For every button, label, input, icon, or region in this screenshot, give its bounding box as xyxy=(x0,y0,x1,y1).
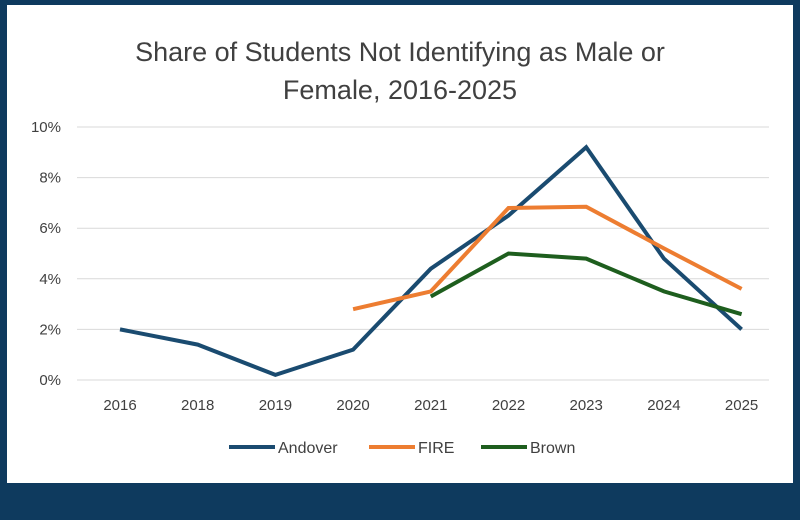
chart-title: Share of Students Not Identifying as Mal… xyxy=(7,33,793,109)
x-tick-label: 2020 xyxy=(336,397,369,414)
legend-label-brown: Brown xyxy=(530,440,575,457)
y-tick-label: 6% xyxy=(39,220,61,237)
y-tick-label: 8% xyxy=(39,170,61,187)
y-tick-label: 2% xyxy=(39,321,61,338)
series-line-brown xyxy=(429,251,743,317)
y-tick-label: 10% xyxy=(31,119,61,136)
chart-title-line-1: Share of Students Not Identifying as Mal… xyxy=(135,37,665,67)
x-tick-label: 2024 xyxy=(647,397,680,414)
legend-label-andover: Andover xyxy=(278,440,338,457)
series-line-andover xyxy=(119,144,743,378)
x-tick-label: 2025 xyxy=(725,397,758,414)
x-tick-label: 2019 xyxy=(259,397,292,414)
x-tick-label: 2018 xyxy=(181,397,214,414)
x-tick-label: 2021 xyxy=(414,397,447,414)
line-chart: 0% 2% 4% 6% 8% 10% 2016 2018 2019 2020 2021 2022 202… xyxy=(31,119,769,457)
legend-label-fire: FIRE xyxy=(418,440,454,457)
series-line-fire xyxy=(352,204,743,312)
x-tick-label: 2016 xyxy=(103,397,136,414)
chart-title-line-2: Female, 2016-2025 xyxy=(282,75,518,105)
chart-panel: Share of Students Not Identifying as Mal… xyxy=(7,5,793,483)
x-tick-label: 2023 xyxy=(570,397,603,414)
y-tick-label: 0% xyxy=(39,372,61,389)
x-tick-label: 2022 xyxy=(492,397,525,414)
y-tick-label: 4% xyxy=(39,271,61,288)
